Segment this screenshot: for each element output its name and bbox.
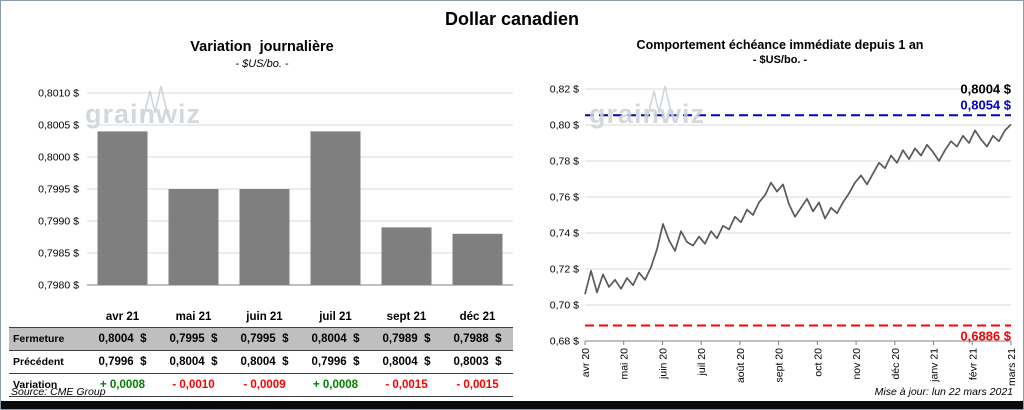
svg-text:juin 20: juin 20 bbox=[658, 348, 670, 380]
svg-text:0,8054 $: 0,8054 $ bbox=[960, 97, 1011, 112]
table-row: Précédent 0,7996 $ 0,8004 $ 0,8004 $ 0,7996 … bbox=[9, 351, 513, 374]
bar-chart-title: Variation journalière bbox=[190, 39, 334, 55]
svg-text:nov 20: nov 20 bbox=[851, 348, 863, 380]
watermark-squiggle-icon bbox=[646, 85, 673, 120]
table-cell: - 0,0010 bbox=[172, 379, 215, 391]
bar-chart: 0,8010 $ 0,8005 $ 0,8000 $ 0,7995 $ 0,7990 $… bbox=[38, 88, 513, 292]
table-cell: + 0,0008 bbox=[312, 379, 359, 391]
svg-text:0,74 $: 0,74 $ bbox=[550, 228, 579, 240]
svg-text:avr 20: avr 20 bbox=[580, 348, 592, 377]
table-cell: 0,7989 $ bbox=[382, 333, 431, 345]
svg-text:0,8000 $: 0,8000 $ bbox=[38, 152, 79, 164]
table-cell: 0,8003 $ bbox=[453, 356, 502, 368]
x-axis-label: juil 21 bbox=[319, 311, 352, 323]
svg-text:0,8005 $: 0,8005 $ bbox=[38, 120, 79, 132]
line-chart: 0,82 $ 0,80 $ 0,78 $ 0,76 $ 0,74 $ 0,72 $ 0,70… bbox=[550, 81, 1018, 386]
update-note: Mise à jour: lun 22 mars 2021 bbox=[874, 386, 1013, 398]
page-title: Dollar canadien bbox=[444, 9, 580, 29]
svg-text:août 20: août 20 bbox=[735, 348, 747, 383]
svg-text:juil 20: juil 20 bbox=[696, 348, 708, 377]
line-chart-subtitle: - $US/bo. - bbox=[752, 54, 808, 66]
table-row: Variation + 0,0008 - 0,0010 - 0,0009 + 0,000… bbox=[9, 374, 513, 397]
x-axis-label: mai 21 bbox=[175, 311, 212, 323]
svg-text:0,6886 $: 0,6886 $ bbox=[960, 329, 1011, 344]
x-axis-label: juin 21 bbox=[246, 311, 283, 323]
svg-text:févr 21: févr 21 bbox=[967, 348, 979, 380]
table-cell: 0,8004 $ bbox=[98, 333, 147, 345]
svg-text:0,7995 $: 0,7995 $ bbox=[38, 184, 79, 196]
svg-text:déc 20: déc 20 bbox=[890, 348, 902, 380]
watermark-squiggle-icon bbox=[142, 85, 169, 120]
svg-text:oct 20: oct 20 bbox=[812, 348, 824, 377]
svg-text:janv 21: janv 21 bbox=[929, 348, 941, 383]
svg-text:0,82 $: 0,82 $ bbox=[550, 84, 579, 96]
table-cell: 0,7996 $ bbox=[311, 356, 360, 368]
bar-chart-subtitle: - $US/bo. - bbox=[235, 58, 289, 70]
table-cell: 0,8004 $ bbox=[240, 356, 289, 368]
table-cell: 0,8004 $ bbox=[311, 333, 360, 345]
svg-text:0,78 $: 0,78 $ bbox=[550, 156, 579, 168]
x-axis-label: sept 21 bbox=[386, 311, 427, 323]
table-cell: - 0,0009 bbox=[243, 379, 286, 391]
svg-text:0,8004 $: 0,8004 $ bbox=[960, 81, 1011, 96]
table-cell: 0,7995 $ bbox=[240, 333, 289, 345]
table-cell: - 0,0015 bbox=[385, 379, 428, 391]
table-cell: 0,7988 $ bbox=[453, 333, 502, 345]
table-cell: 0,7996 $ bbox=[98, 356, 147, 368]
watermark-text: grainwiz bbox=[85, 99, 202, 129]
svg-text:mars 21: mars 21 bbox=[1006, 348, 1018, 386]
watermark-text: grainwiz bbox=[589, 99, 706, 129]
svg-text:0,76 $: 0,76 $ bbox=[550, 192, 579, 204]
x-axis-label: déc 21 bbox=[459, 311, 496, 323]
svg-text:0,7990 $: 0,7990 $ bbox=[38, 216, 79, 228]
row-label: Variation bbox=[13, 379, 58, 391]
svg-text:mai 20: mai 20 bbox=[619, 348, 631, 380]
values-table: Fermeture 0,8004 $ 0,7995 $ 0,7995 $ 0,8004 … bbox=[9, 327, 513, 397]
table-cell: + 0,0008 bbox=[99, 379, 146, 391]
source-note: Source: CME Group bbox=[11, 386, 106, 398]
row-label: Fermeture bbox=[13, 333, 65, 345]
svg-text:0,7980 $: 0,7980 $ bbox=[38, 280, 79, 292]
one-year-trend-panel: Comportement échéance immédiate depuis 1… bbox=[541, 37, 1019, 389]
svg-text:0,7985 $: 0,7985 $ bbox=[38, 248, 79, 260]
row-label: Précédent bbox=[13, 356, 64, 368]
grainwiz-watermark: grainwiz bbox=[589, 85, 706, 130]
table-cell: 0,8004 $ bbox=[169, 356, 218, 368]
svg-text:0,72 $: 0,72 $ bbox=[550, 264, 579, 276]
table-cell: 0,7995 $ bbox=[169, 333, 218, 345]
bar-x-axis: avr 21 mai 21 juin 21 juil 21 sept 21 déc 21 bbox=[9, 307, 515, 327]
svg-text:sept 20: sept 20 bbox=[774, 348, 786, 383]
svg-text:0,68 $: 0,68 $ bbox=[550, 336, 579, 348]
table-cell: 0,8004 $ bbox=[382, 356, 431, 368]
table-cell: - 0,0015 bbox=[456, 379, 499, 391]
svg-text:0,70 $: 0,70 $ bbox=[550, 300, 579, 312]
line-chart-title: Comportement échéance immédiate depuis 1… bbox=[636, 38, 924, 52]
svg-text:0,80 $: 0,80 $ bbox=[550, 120, 579, 132]
daily-variation-panel: Variation journalière - $US/bo. - 0,8010… bbox=[9, 37, 515, 397]
footer: Source: CME Group Mise à jour: lun 22 ma… bbox=[11, 386, 1013, 398]
svg-text:0,8010 $: 0,8010 $ bbox=[38, 88, 79, 100]
bottom-bar bbox=[1, 401, 1023, 409]
grainwiz-watermark: grainwiz bbox=[85, 85, 202, 130]
x-axis-label: avr 21 bbox=[105, 311, 140, 323]
table-row: Fermeture 0,8004 $ 0,7995 $ 0,7995 $ 0,8004 … bbox=[9, 328, 513, 351]
